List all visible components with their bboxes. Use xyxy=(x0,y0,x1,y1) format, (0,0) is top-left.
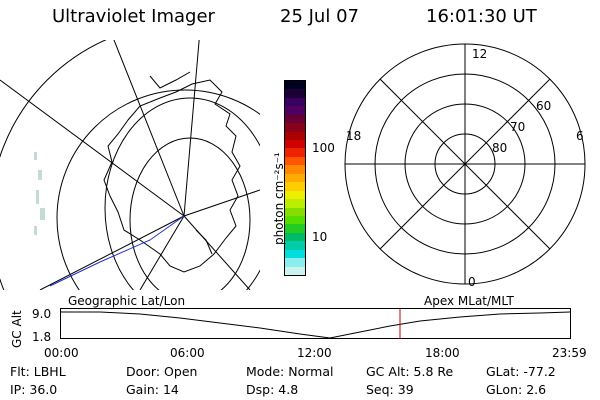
colorbar-segment xyxy=(285,215,305,226)
colorbar-segment xyxy=(285,81,305,91)
time-label: 16:01:30 UT xyxy=(426,6,537,27)
colorbar-segment xyxy=(285,258,305,269)
meridian-line xyxy=(183,189,260,217)
meridian-line xyxy=(139,215,185,290)
info-flt: Flt: LBHL xyxy=(10,364,66,379)
timeline-x-tick: 06:00 xyxy=(170,346,205,360)
colorbar-segment xyxy=(285,148,305,159)
continent-outline xyxy=(103,79,241,273)
mlt-label-12: 12 xyxy=(472,47,487,61)
colorbar-tick-100: 100 xyxy=(312,141,335,155)
info-glat: GLat: -77.2 xyxy=(486,364,556,379)
colorbar xyxy=(284,80,306,276)
colorbar-segment xyxy=(285,232,305,243)
colorbar-segment xyxy=(285,97,305,108)
info-ip: IP: 36.0 xyxy=(10,382,58,397)
mlt-label-6: 6 xyxy=(576,129,584,143)
timeline-right-label: Apex MLat/MLT xyxy=(424,294,514,308)
info-dsp: Dsp: 4.8 xyxy=(246,382,299,397)
colorbar-segment xyxy=(285,123,305,134)
latitude-circle xyxy=(129,137,251,290)
colorbar-segment xyxy=(285,131,305,142)
timeline-frame xyxy=(60,308,571,339)
timeline-axis-title: GC Alt xyxy=(10,310,24,348)
meridian-line xyxy=(113,40,185,217)
colorbar-tick-10: 10 xyxy=(312,230,328,244)
colorbar-segment xyxy=(285,249,305,260)
meridian-line xyxy=(0,79,185,217)
colorbar-segment xyxy=(285,106,305,117)
satellite-track xyxy=(49,215,185,287)
info-mode: Mode: Normal xyxy=(246,364,334,379)
altitude-curve xyxy=(60,311,571,339)
mlt-label-0: 0 xyxy=(468,275,476,289)
colorbar-segment xyxy=(285,165,305,176)
info-door: Door: Open xyxy=(126,364,198,379)
timeline-x-tick: 18:00 xyxy=(425,346,460,360)
info-glon: GLon: 2.6 xyxy=(486,382,547,397)
date-label: 25 Jul 07 xyxy=(280,6,359,27)
altitude-timeline xyxy=(60,308,571,339)
mlt-label-18: 18 xyxy=(346,129,361,143)
lat-label-60: 60 xyxy=(536,99,551,113)
timeline-x-tick: 23:59 xyxy=(552,346,587,360)
timeline-left-label: Geographic Lat/Lon xyxy=(68,294,186,308)
info-seq: Seq: 39 xyxy=(366,382,414,397)
timeline-x-tick: 12:00 xyxy=(297,346,332,360)
polar-plot: 12 18 6 0 60 70 80 xyxy=(344,43,586,289)
meridian-line xyxy=(183,40,200,217)
colorbar-unit-label: photon cm⁻²s⁻¹ xyxy=(272,152,286,245)
coastline xyxy=(149,71,191,89)
timeline-y-tick-9: 9.0 xyxy=(32,307,52,321)
cloud-texture xyxy=(34,152,45,235)
colorbar-segment xyxy=(285,173,305,184)
colorbar-segment xyxy=(285,199,305,210)
instrument-title: Ultraviolet Imager xyxy=(52,6,215,27)
colorbar-segment xyxy=(285,241,305,252)
colorbar-segment xyxy=(285,190,305,201)
colorbar-segment xyxy=(285,207,305,218)
info-gc-alt: GC Alt: 5.8 Re xyxy=(366,364,454,379)
lat-label-80: 80 xyxy=(492,141,507,155)
colorbar-segment xyxy=(285,182,305,193)
colorbar-segment xyxy=(285,140,305,151)
timeline-y-tick-1-8: 1.8 xyxy=(32,330,52,344)
colorbar-segment xyxy=(285,89,305,100)
colorbar-segment xyxy=(285,224,305,235)
meridian-line xyxy=(183,215,251,290)
polar-diagonal xyxy=(379,78,551,250)
colorbar-segment xyxy=(285,156,305,167)
latitude-circle xyxy=(104,97,260,290)
colorbar-segment xyxy=(285,114,305,125)
colorbar-segment xyxy=(285,266,305,275)
info-gain: Gain: 14 xyxy=(126,382,179,397)
geographic-map xyxy=(0,40,260,290)
lat-label-70: 70 xyxy=(510,120,525,134)
timeline-x-tick: 00:00 xyxy=(44,346,79,360)
meridian-line xyxy=(39,215,185,290)
coastline xyxy=(195,229,213,255)
latitude-circle xyxy=(56,89,260,290)
